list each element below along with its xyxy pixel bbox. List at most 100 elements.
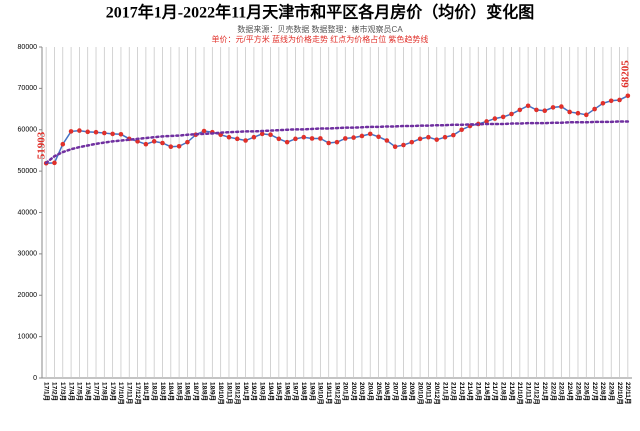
x-tick-label: 17/8月 [101,382,109,401]
price-point [617,97,622,103]
price-point [268,132,273,138]
price-point [276,136,282,142]
x-tick-label: 22/2月 [549,382,557,401]
x-tick-label: 22/3月 [558,382,566,401]
x-tick-label: 19/4月 [267,382,275,401]
x-tick-label: 21/11月 [524,382,532,404]
x-tick-label: 21/3月 [458,382,466,401]
x-tick-label: 17/1月 [42,382,50,401]
price-point [309,136,315,141]
price-point [583,112,589,118]
x-tick-label: 21/8月 [499,382,507,401]
price-point [442,134,448,140]
x-tick-label: 20/10月 [416,382,424,405]
x-tick-label: 19/11月 [325,382,333,404]
x-tick-label: 19/10月 [317,382,325,405]
x-tick-label: 17/7月 [92,382,100,401]
price-point [534,107,539,113]
x-tick-label: 19/1月 [242,382,250,401]
x-tick-label: 21/10月 [516,382,524,405]
x-tick-label: 17/4月 [67,382,75,401]
x-tick-label: 17/5月 [76,382,84,401]
price-point [85,129,91,135]
price-point [301,134,307,140]
x-tick-label: 17/6月 [84,382,92,401]
x-tick-label: 22/9月 [608,382,616,401]
x-tick-label: 18/8月 [200,382,208,401]
x-tick-label: 21/2月 [450,382,458,401]
price-point [60,141,66,147]
x-tick-label: 22/4月 [566,382,574,401]
price-point [525,103,531,109]
x-tick-label: 18/10月 [217,382,225,405]
x-tick-label: 21/6月 [483,382,491,401]
price-point [517,107,523,113]
x-tick-label: 18/3月 [159,382,167,401]
x-tick-label: 17/12月 [134,382,142,405]
x-tick-label: 22/10月 [616,382,624,405]
x-tick-label: 19/8月 [300,382,308,401]
price-point [110,131,115,137]
x-tick-label: 20/9月 [408,382,416,401]
price-point [384,138,390,143]
x-tick-label: 21/9月 [508,382,516,401]
chart-note: 单价：元/平方米 蓝线为价格走势 红点为价格占位 紫色趋势线 [212,34,429,44]
price-point [93,129,99,135]
x-tick-label: 17/11月 [126,382,134,404]
price-point [160,140,165,146]
price-point [359,133,365,139]
x-tick-label: 17/10月 [117,382,125,405]
x-tick-label: 20/3月 [358,382,366,401]
price-point [559,104,564,109]
chart-title: 2017年1月-2022年11月天津市和平区各月房价（均价）变化图 [106,3,534,22]
x-tick-label: 22/8月 [599,382,607,401]
price-point [608,98,614,104]
x-tick-label: 18/11月 [225,382,233,404]
x-tick-label: 18/4月 [167,382,175,401]
price-point [592,106,597,112]
x-tick-label: 17/3月 [59,382,67,401]
price-point [351,135,356,140]
x-tick-label: 18/6月 [184,382,192,401]
price-point [334,139,340,145]
price-point [509,111,514,117]
price-point [118,132,124,137]
price-point [492,116,498,121]
price-point [326,140,331,146]
price-point [567,109,572,115]
y-tick-label: 0 [33,375,37,382]
x-tick-label: 17/9月 [109,382,117,401]
x-tick-label: 18/5月 [175,382,183,401]
price-point [376,134,381,140]
x-tick-label: 21/12月 [533,382,541,405]
price-point [500,114,506,120]
x-tick-label: 18/7月 [192,382,200,401]
y-tick-label: 40000 [18,209,38,216]
y-tick-label: 50000 [18,168,38,175]
y-tick-label: 20000 [18,292,38,299]
x-tick-label: 22/11月 [624,382,632,404]
y-tick-label: 80000 [18,44,38,51]
x-tick-label: 22/6月 [583,382,591,401]
y-tick-label: 30000 [18,251,38,258]
x-tick-label: 20/5月 [375,382,383,401]
price-point [251,134,257,140]
price-point [259,131,265,137]
x-tick-label: 19/6月 [283,382,291,401]
x-tick-label: 18/9月 [209,382,217,401]
price-point [226,134,232,140]
x-tick-label: 21/1月 [441,382,449,401]
price-point [484,119,489,124]
price-point [459,127,464,133]
x-tick-label: 22/7月 [591,382,599,401]
price-point [293,136,298,142]
x-tick-label: 19/12月 [333,382,341,405]
price-point [52,160,57,166]
price-point [600,100,606,106]
price-point [550,105,556,110]
x-tick-label: 18/12月 [234,382,242,405]
x-tick-label: 22/1月 [541,382,549,401]
x-tick-label: 22/5月 [574,382,582,401]
x-tick-label: 17/2月 [51,382,59,401]
price-point [409,139,415,145]
